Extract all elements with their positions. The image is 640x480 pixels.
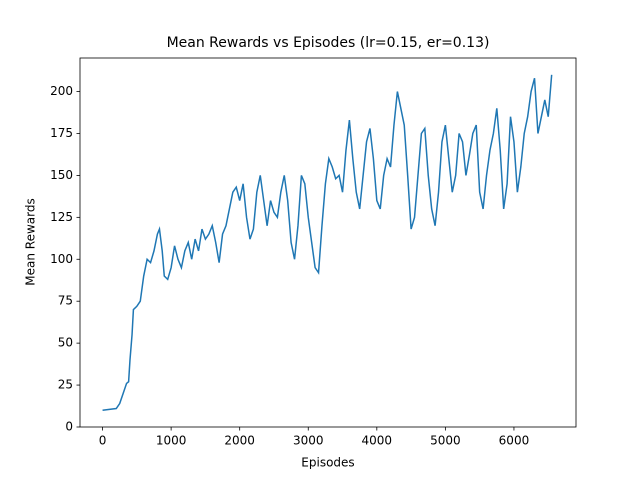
x-tick-label: 4000 bbox=[362, 434, 393, 448]
x-tick-label: 3000 bbox=[293, 434, 324, 448]
y-tick-label: 200 bbox=[50, 84, 73, 98]
x-tick-label: 5000 bbox=[430, 434, 461, 448]
y-tick-label: 150 bbox=[50, 168, 73, 182]
x-tick-label: 1000 bbox=[156, 434, 187, 448]
x-axis-label: Episodes bbox=[301, 456, 354, 470]
axes-frame bbox=[79, 57, 577, 428]
y-tick-label: 0 bbox=[65, 420, 73, 434]
x-tick-label: 2000 bbox=[224, 434, 255, 448]
y-axis-label: Mean Rewards bbox=[24, 198, 38, 285]
y-tick-label: 125 bbox=[50, 210, 73, 224]
line-series bbox=[102, 74, 553, 411]
x-tick-label: 6000 bbox=[499, 434, 530, 448]
y-tick-label: 50 bbox=[58, 336, 73, 350]
y-tick-label: 75 bbox=[58, 294, 73, 308]
x-tick-label: 0 bbox=[99, 434, 107, 448]
chart-title: Mean Rewards vs Episodes (lr=0.15, er=0.… bbox=[167, 35, 490, 51]
y-tick-label: 25 bbox=[58, 378, 73, 392]
y-tick-label: 100 bbox=[50, 252, 73, 266]
y-tick-label: 175 bbox=[50, 126, 73, 140]
